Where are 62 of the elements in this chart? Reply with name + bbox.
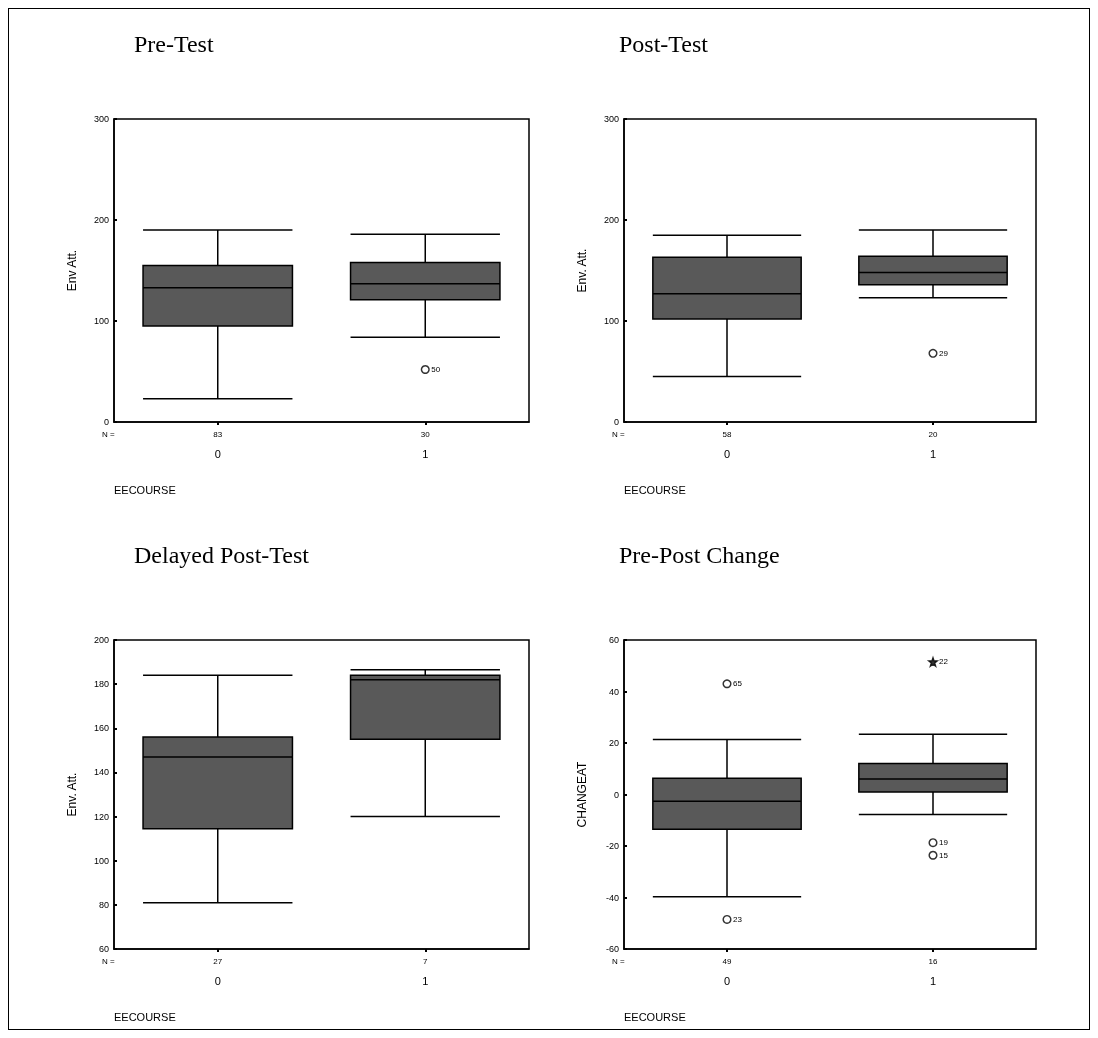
y-tick-label: 180 (93, 679, 109, 690)
y-tick-label: 0 (103, 417, 109, 427)
x-tick-label: 0 (214, 447, 221, 460)
text: N = (102, 429, 115, 439)
y-tick-label: 100 (603, 316, 619, 326)
chart-title: Delayed Post-Test (134, 542, 310, 568)
text: N = (612, 956, 625, 966)
annotation: 29 (939, 348, 949, 358)
chart-title: Pre-Post Change (619, 542, 780, 568)
y-tick-label: 100 (93, 855, 109, 866)
y-tick-label: 200 (93, 635, 109, 645)
annotation: 15 (939, 850, 949, 860)
text: 83 (213, 429, 223, 439)
y-tick-label: 80 (98, 899, 109, 910)
y-axis-title: Env. Att. (575, 248, 589, 293)
y-axis-title: Env Att. (65, 249, 79, 292)
x-axis-title: EECOURSE (624, 1010, 686, 1023)
x-axis-title: EECOURSE (114, 483, 176, 496)
x-tick-label: 1 (929, 447, 937, 460)
y-tick-label: 200 (603, 215, 619, 225)
y-tick-label: 40 (608, 686, 619, 697)
x-tick-label: 0 (214, 974, 221, 987)
y-tick-label: 140 (93, 767, 109, 778)
text: 27 (213, 956, 223, 966)
x-axis-title: EECOURSE (114, 1010, 176, 1023)
text: 20 (928, 429, 938, 439)
x-tick-label: 1 (422, 974, 429, 987)
y-tick-label: 60 (608, 635, 619, 645)
text: 7 (423, 956, 429, 966)
text: 49 (722, 956, 732, 966)
y-axis-title: CHANGEAT (575, 760, 589, 828)
y-tick-label: -40 (605, 892, 619, 903)
y-tick-label: 0 (613, 417, 619, 427)
annotation: 23 (733, 914, 743, 924)
annotation: 22 (939, 657, 949, 667)
y-tick-label: 60 (98, 944, 109, 954)
y-tick-label: 120 (93, 811, 109, 822)
annotation: 19 (939, 838, 949, 848)
annotation: 65 (733, 679, 743, 689)
y-tick-label: 100 (93, 316, 109, 326)
y-tick-label: -20 (605, 841, 619, 851)
x-tick-label: 1 (422, 447, 429, 460)
text: 58 (722, 429, 732, 439)
y-tick-label: 20 (608, 738, 619, 748)
y-tick-label: 300 (603, 114, 619, 124)
x-tick-label: 0 (723, 447, 731, 460)
annotation: 50 (431, 364, 441, 374)
y-tick-label: 160 (93, 723, 109, 734)
y-axis-title: Env. Att. (65, 772, 79, 817)
text: 30 (420, 429, 431, 439)
x-axis-title: EECOURSE (624, 483, 686, 496)
text: N = (102, 956, 115, 966)
y-tick-label: 200 (93, 215, 109, 225)
x-tick-label: 1 (929, 974, 937, 987)
x-tick-label: 0 (723, 974, 731, 987)
chart-title: Pre-Test (134, 31, 214, 57)
text: 16 (928, 956, 938, 966)
y-tick-label: -60 (605, 944, 619, 954)
chart-title: Post-Test (619, 31, 709, 57)
text: N = (612, 429, 625, 439)
y-tick-label: 300 (93, 114, 109, 124)
y-tick-label: 0 (613, 789, 619, 800)
